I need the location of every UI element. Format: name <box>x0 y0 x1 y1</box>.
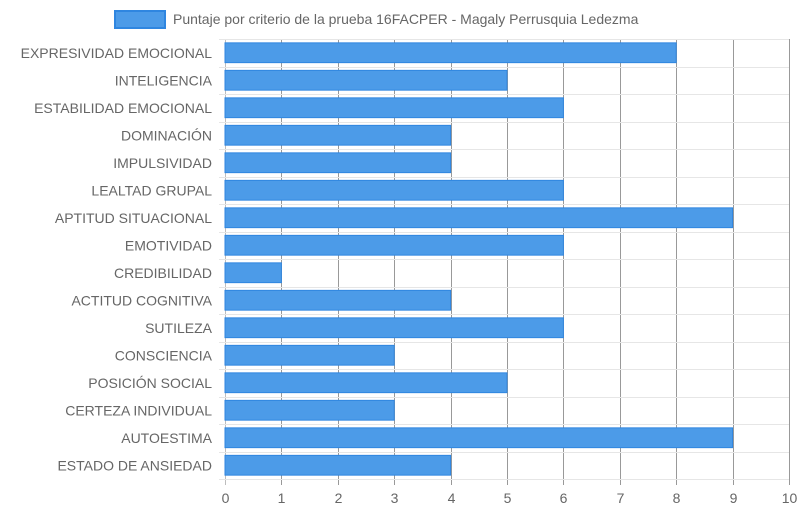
y-category-label: IMPULSIVIDAD <box>113 155 212 171</box>
x-tick-label: 10 <box>782 490 798 506</box>
bars <box>224 42 734 476</box>
y-category-label: ESTADO DE ANSIEDAD <box>57 457 212 473</box>
y-category-label: SUTILEZA <box>145 320 213 336</box>
legend[interactable]: Puntaje por criterio de la prueba 16FACP… <box>114 10 639 29</box>
x-tick-label: 3 <box>391 490 399 506</box>
y-category-label: POSICIÓN SOCIAL <box>88 375 212 391</box>
y-category-label: DOMINACIÓN <box>121 127 212 143</box>
y-category-label: INTELIGENCIA <box>115 72 213 88</box>
bar[interactable] <box>224 69 508 91</box>
bar[interactable] <box>224 262 282 284</box>
x-axis-ticks: 0 1 2 3 4 5 6 7 8 9 10 <box>222 490 798 506</box>
y-category-label: CERTEZA INDIVIDUAL <box>65 402 212 418</box>
y-category-label: ACTITUD COGNITIVA <box>71 292 212 308</box>
y-category-label: EMOTIVIDAD <box>125 237 212 253</box>
bar[interactable] <box>224 454 452 476</box>
y-category-label: AUTOESTIMA <box>121 430 212 446</box>
y-category-label: CREDIBILIDAD <box>114 265 212 281</box>
y-category-label: EXPRESIVIDAD EMOCIONAL <box>21 45 213 61</box>
bar[interactable] <box>224 289 452 311</box>
x-tick-label: 6 <box>560 490 568 506</box>
bar[interactable] <box>224 344 395 366</box>
bar[interactable] <box>224 399 395 421</box>
x-tick-label: 8 <box>673 490 681 506</box>
bar[interactable] <box>224 152 452 174</box>
bar[interactable] <box>224 372 508 394</box>
x-tick-label: 7 <box>617 490 625 506</box>
bar[interactable] <box>224 207 734 229</box>
bar[interactable] <box>224 179 564 201</box>
legend-label: Puntaje por criterio de la prueba 16FACP… <box>173 11 639 27</box>
x-tick-label: 9 <box>730 490 738 506</box>
bar[interactable] <box>224 97 564 119</box>
bar[interactable] <box>224 124 452 146</box>
bar[interactable] <box>224 234 564 256</box>
bar[interactable] <box>224 427 734 449</box>
x-tick-label: 0 <box>222 490 230 506</box>
y-axis-labels: EXPRESIVIDAD EMOCIONAL INTELIGENCIA ESTABI… <box>21 45 213 474</box>
y-category-label: ESTABILIDAD EMOCIONAL <box>34 100 212 116</box>
x-tick-label: 2 <box>335 490 343 506</box>
x-tick-label: 5 <box>504 490 512 506</box>
x-tick-label: 4 <box>448 490 456 506</box>
bar[interactable] <box>224 317 564 339</box>
legend-swatch <box>114 10 166 29</box>
y-category-label: LEALTAD GRUPAL <box>91 182 212 198</box>
y-category-label: APTITUD SITUACIONAL <box>55 210 212 226</box>
y-category-label: CONSCIENCIA <box>115 347 213 363</box>
bar[interactable] <box>224 42 677 64</box>
x-tick-label: 1 <box>278 490 286 506</box>
